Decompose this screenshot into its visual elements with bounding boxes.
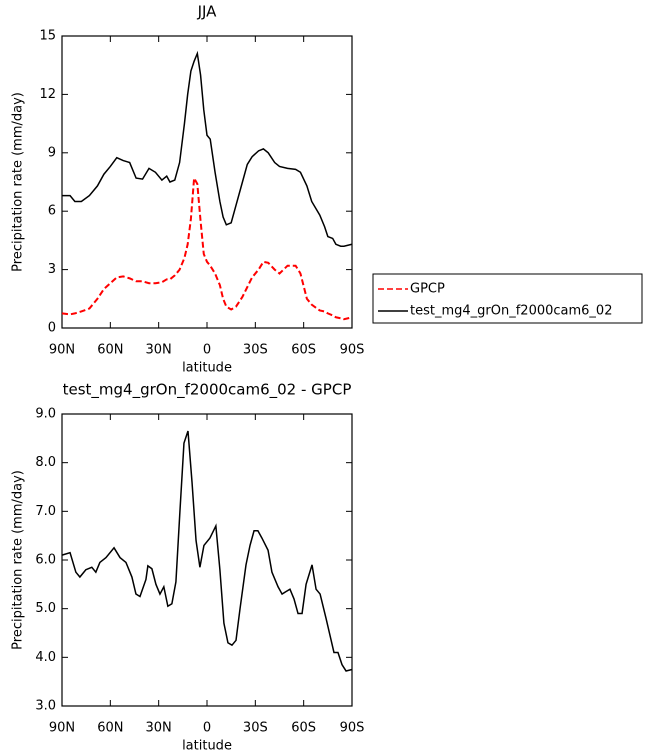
x-axis-label: latitude xyxy=(182,361,232,376)
x-tick-label: 60N xyxy=(97,721,123,736)
series-line xyxy=(62,50,353,247)
x-tick-label: 60S xyxy=(291,721,316,736)
plot-frame xyxy=(61,35,353,329)
y-tick-label: 4.0 xyxy=(35,650,56,665)
series-line xyxy=(61,174,353,321)
legend-box xyxy=(372,273,643,324)
x-axis-label: latitude xyxy=(182,739,232,754)
y-axis-label: Precipitation rate (mm/day) xyxy=(11,92,26,272)
x-tick-label: 60N xyxy=(97,343,123,358)
y-tick-label: 7.0 xyxy=(35,504,56,519)
y-tick-label: 3 xyxy=(48,262,56,277)
x-tick-label: 30N xyxy=(146,343,172,358)
y-tick-label: 12 xyxy=(39,87,56,102)
y-tick-label: 5.0 xyxy=(35,601,56,616)
x-tick-label: 90N xyxy=(49,343,75,358)
y-tick-label: 3.0 xyxy=(35,699,56,714)
legend-label: test_mg4_grOn_f2000cam6_02 xyxy=(410,304,612,319)
y-tick-label: 9.0 xyxy=(35,407,56,422)
legend-label: GPCP xyxy=(410,282,445,297)
x-tick-label: 90N xyxy=(49,721,75,736)
x-tick-label: 0 xyxy=(203,343,211,358)
x-tick-label: 90S xyxy=(340,343,365,358)
x-tick-label: 60S xyxy=(291,343,316,358)
y-tick-label: 15 xyxy=(39,29,56,44)
y-axis-label: Precipitation rate (mm/day) xyxy=(11,470,26,650)
y-tick-label: 9 xyxy=(48,145,56,160)
y-tick-label: 6 xyxy=(48,204,56,219)
series-line xyxy=(61,430,353,672)
x-tick-label: 0 xyxy=(203,721,211,736)
plot-frame xyxy=(61,413,353,707)
x-tick-label: 90S xyxy=(340,721,365,736)
x-tick-label: 30S xyxy=(243,343,268,358)
y-tick-label: 0 xyxy=(48,321,56,336)
chart-title: test_mg4_grOn_f2000cam6_02 - GPCP xyxy=(63,381,352,400)
y-tick-label: 8.0 xyxy=(35,455,56,470)
chart-title: JJA xyxy=(197,3,218,21)
y-tick-label: 6.0 xyxy=(35,553,56,568)
x-tick-label: 30S xyxy=(243,721,268,736)
x-tick-label: 30N xyxy=(146,721,172,736)
